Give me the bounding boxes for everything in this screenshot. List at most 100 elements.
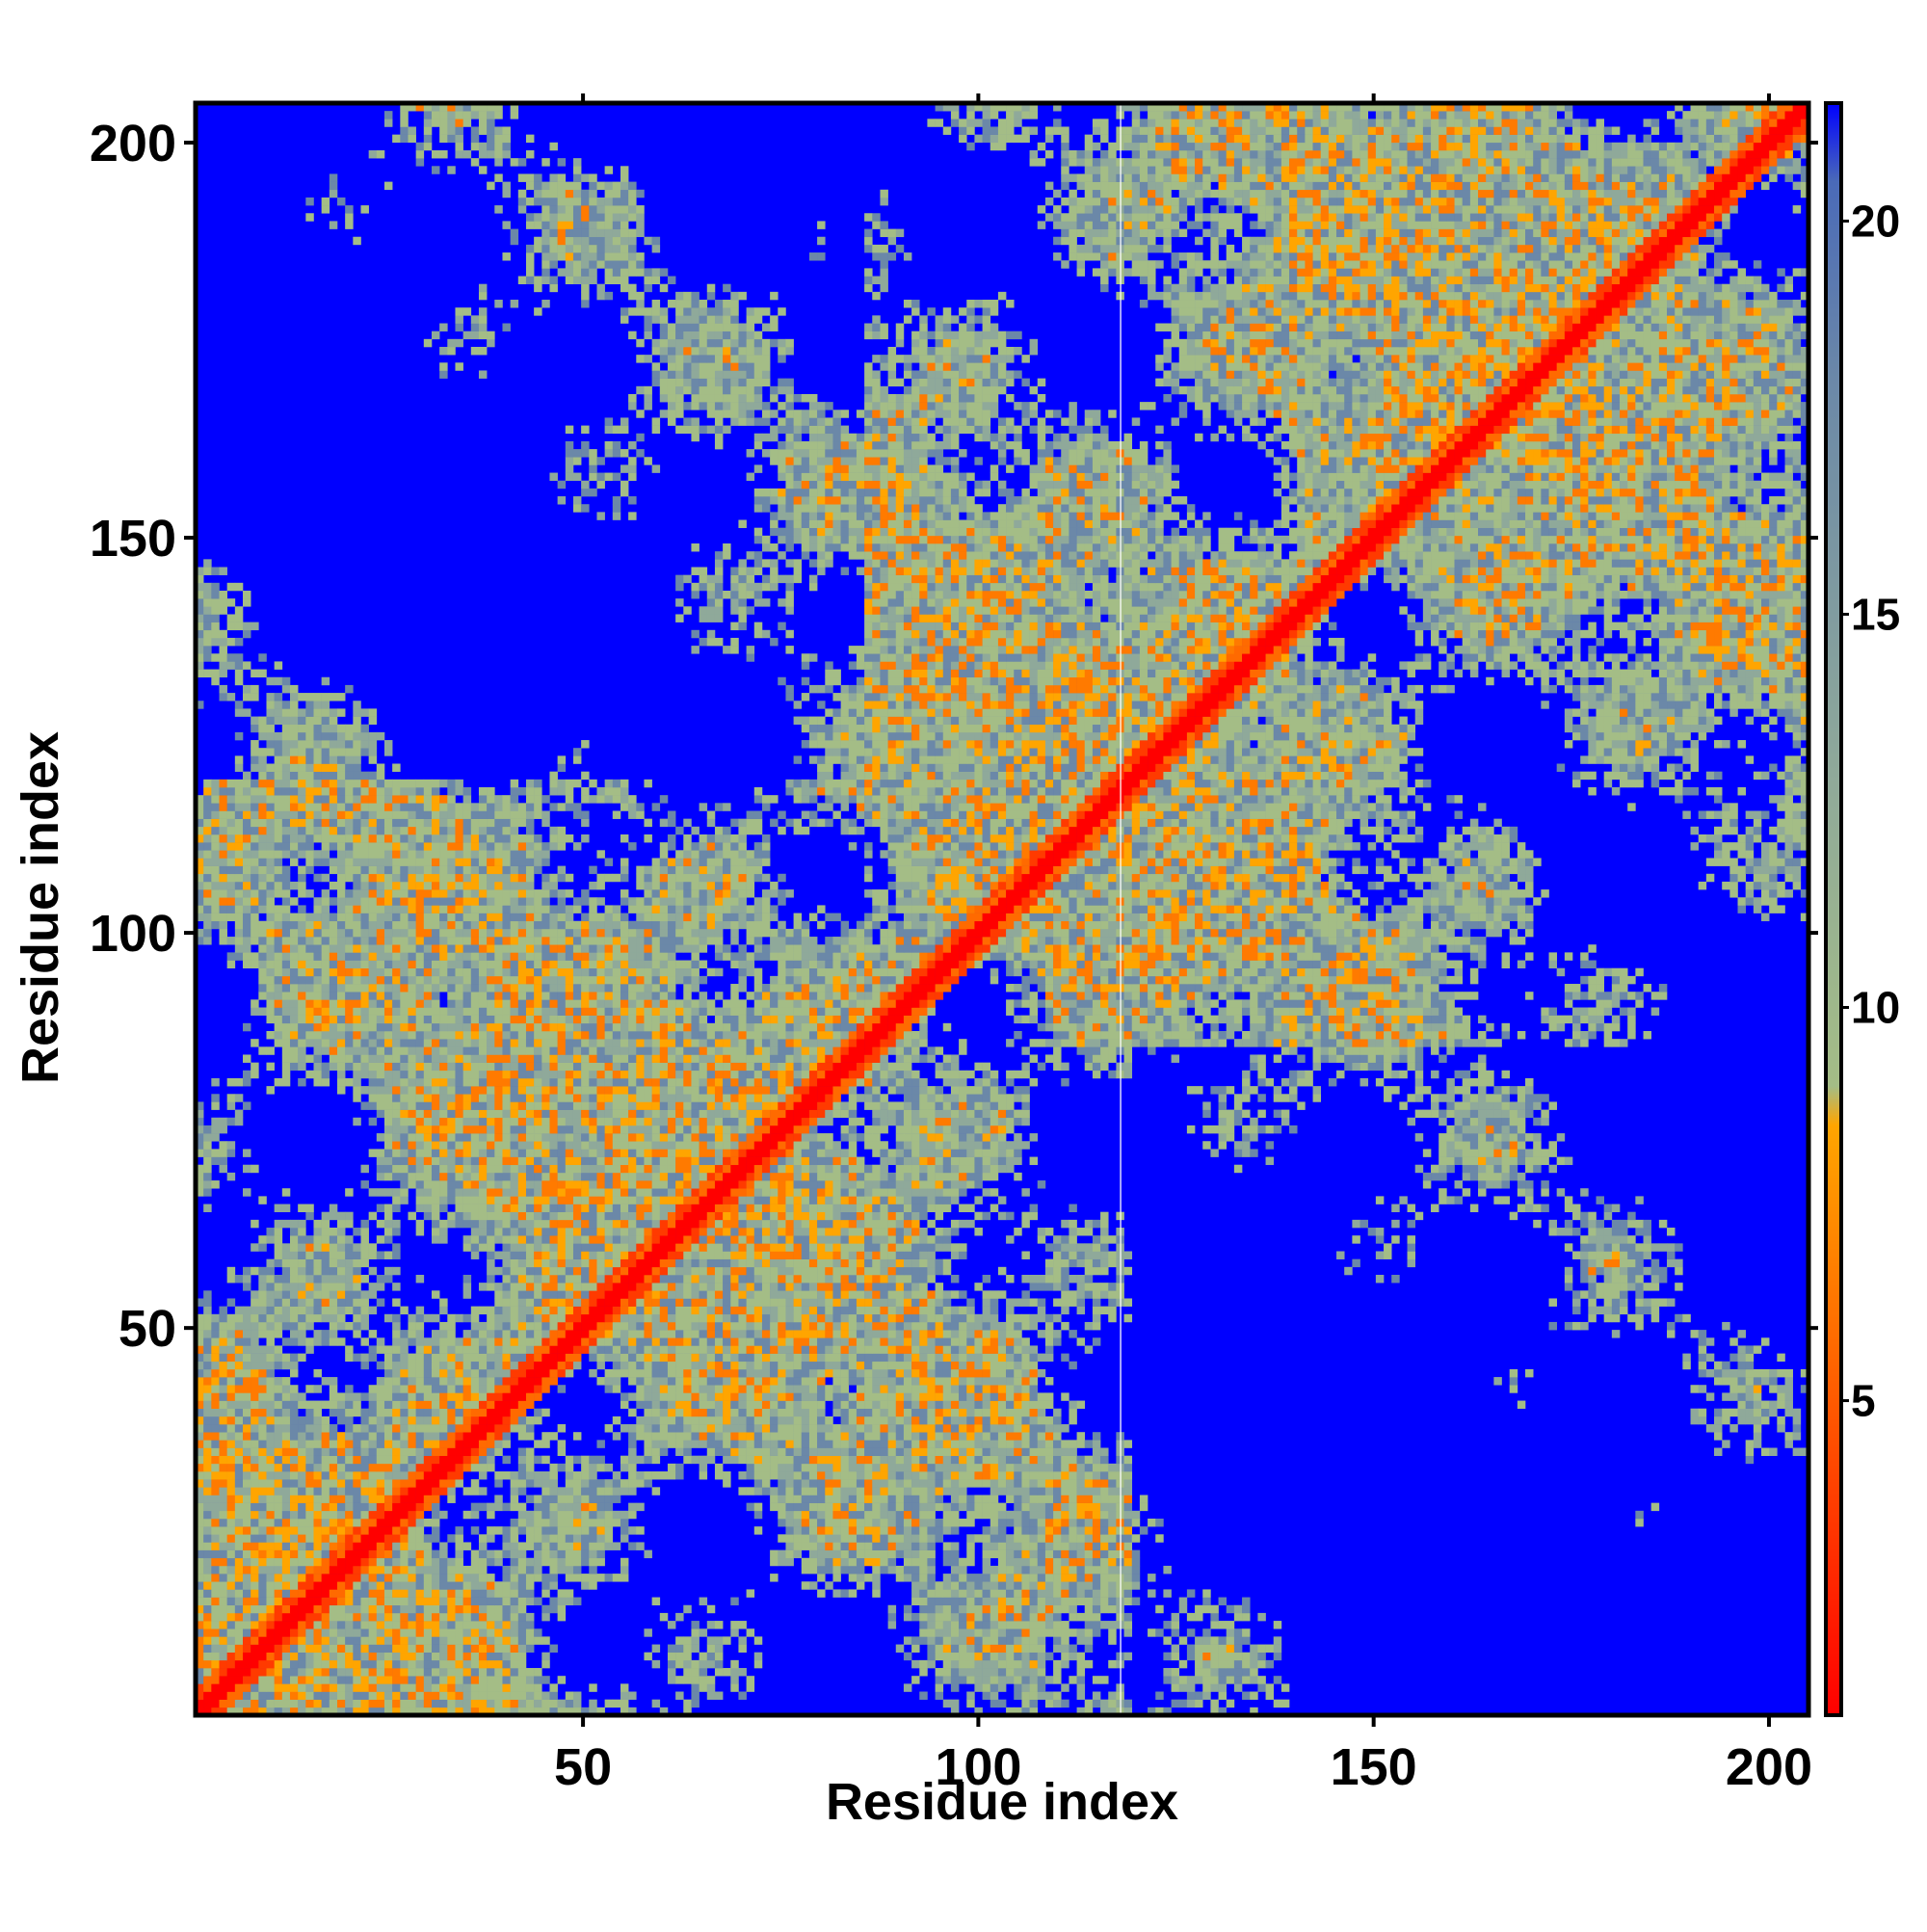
heatmap-cell	[360, 1510, 369, 1520]
heatmap-cell	[510, 1652, 519, 1661]
heatmap-cell	[1061, 1447, 1069, 1456]
heatmap-cell	[383, 1313, 393, 1323]
heatmap-cell	[360, 1432, 369, 1441]
heatmap-cell	[982, 1392, 991, 1401]
heatmap-cell	[321, 1416, 330, 1425]
heatmap-cell	[1100, 1487, 1109, 1495]
heatmap-cell	[942, 1432, 952, 1441]
heatmap-cell	[298, 1659, 306, 1669]
heatmap-cell	[321, 1621, 330, 1629]
heatmap-cell	[1006, 1424, 1015, 1433]
heatmap-cell	[345, 1424, 354, 1433]
heatmap-cell	[1698, 1345, 1707, 1354]
heatmap-cell	[848, 1321, 858, 1331]
heatmap-cell	[1029, 1345, 1039, 1354]
heatmap-cell	[298, 1337, 306, 1346]
heatmap-cell	[628, 1510, 637, 1520]
heatmap-cell	[431, 1621, 440, 1629]
heatmap-cell	[289, 1455, 299, 1465]
heatmap-cell	[903, 1416, 912, 1425]
heatmap-cell	[887, 1549, 897, 1559]
heatmap-cell	[691, 1368, 700, 1378]
heatmap-cell	[392, 1368, 401, 1378]
heatmap-cell	[392, 1487, 401, 1495]
heatmap-cell	[203, 1683, 212, 1692]
heatmap-cell	[502, 1707, 511, 1716]
heatmap-cell	[408, 1557, 416, 1567]
heatmap-cell	[667, 1652, 676, 1661]
heatmap-cell	[1123, 1574, 1133, 1582]
heatmap-cell	[219, 1416, 227, 1425]
heatmap-cell	[1006, 1321, 1015, 1331]
heatmap-cell	[400, 1495, 409, 1503]
heatmap-cell	[376, 1298, 385, 1307]
heatmap-cell	[651, 1313, 661, 1323]
heatmap-cell	[251, 1377, 259, 1386]
heatmap-cell	[392, 1424, 401, 1433]
heatmap-cell	[706, 1361, 716, 1370]
heatmap-cell	[738, 1424, 747, 1433]
heatmap-cell	[935, 1400, 944, 1410]
heatmap-cell	[392, 1699, 401, 1708]
heatmap-cell	[243, 1440, 251, 1448]
heatmap-cell	[517, 1644, 527, 1654]
heatmap-cell	[683, 1345, 692, 1354]
heatmap-cell	[1037, 1676, 1046, 1684]
heatmap-cell	[1233, 1683, 1243, 1692]
heatmap-cell	[974, 1479, 983, 1488]
heatmap-cell	[1084, 1526, 1094, 1535]
heatmap-cell	[935, 1621, 944, 1629]
heatmap-cell	[581, 1510, 590, 1520]
heatmap-cell	[455, 1392, 463, 1401]
heatmap-cell	[203, 1424, 212, 1433]
heatmap-cell	[321, 1377, 330, 1386]
heatmap-cell	[832, 1502, 841, 1512]
heatmap-cell	[313, 1471, 322, 1480]
heatmap-cell	[746, 1676, 755, 1684]
heatmap-cell	[321, 1440, 330, 1448]
heatmap-cell	[196, 1668, 204, 1677]
heatmap-cell	[400, 1612, 409, 1622]
heatmap-cell	[431, 1502, 440, 1512]
heatmap-cell	[1076, 1676, 1086, 1684]
heatmap-cell	[510, 1361, 519, 1370]
heatmap-cell	[549, 1510, 558, 1520]
heatmap-cell	[281, 1683, 291, 1692]
heatmap-cell	[502, 1597, 511, 1606]
heatmap-cell	[825, 1432, 833, 1441]
heatmap-cell	[691, 1330, 700, 1338]
heatmap-cell	[408, 1487, 416, 1495]
heatmap-cell	[289, 1557, 299, 1567]
heatmap-cell	[887, 1353, 897, 1363]
heatmap-cell	[258, 1581, 267, 1590]
heatmap-cell	[289, 1495, 299, 1503]
heatmap-cell	[596, 1574, 605, 1582]
heatmap-cell	[856, 1518, 865, 1527]
heatmap-cell	[1548, 1321, 1557, 1331]
heatmap-cell	[549, 1487, 558, 1495]
heatmap-cell	[581, 1345, 590, 1354]
heatmap-cell	[935, 1353, 944, 1363]
heatmap-cell	[667, 1408, 676, 1417]
heatmap-cell	[1202, 1604, 1211, 1614]
heatmap-cell	[557, 1597, 567, 1606]
heatmap-cell	[415, 1455, 425, 1465]
heatmap-cell	[392, 1652, 401, 1661]
heatmap-cell	[644, 1432, 652, 1441]
heatmap-cell	[274, 1589, 283, 1598]
heatmap-cell	[840, 1424, 850, 1433]
heatmap-cell	[942, 1392, 952, 1401]
heatmap-cell	[612, 1510, 621, 1520]
heatmap-cell	[211, 1534, 220, 1543]
heatmap-cell	[1123, 1455, 1133, 1465]
heatmap-cell	[1108, 1463, 1117, 1472]
heatmap-cell	[502, 1691, 511, 1700]
heatmap-cell	[801, 1471, 810, 1480]
heatmap-cell	[691, 1353, 700, 1363]
heatmap-cell	[494, 1526, 503, 1535]
heatmap-cell	[502, 1628, 511, 1637]
heatmap-cell	[982, 1345, 991, 1354]
heatmap-cell	[832, 1330, 841, 1338]
heatmap-cell	[990, 1604, 999, 1614]
heatmap-cell	[541, 1337, 550, 1346]
